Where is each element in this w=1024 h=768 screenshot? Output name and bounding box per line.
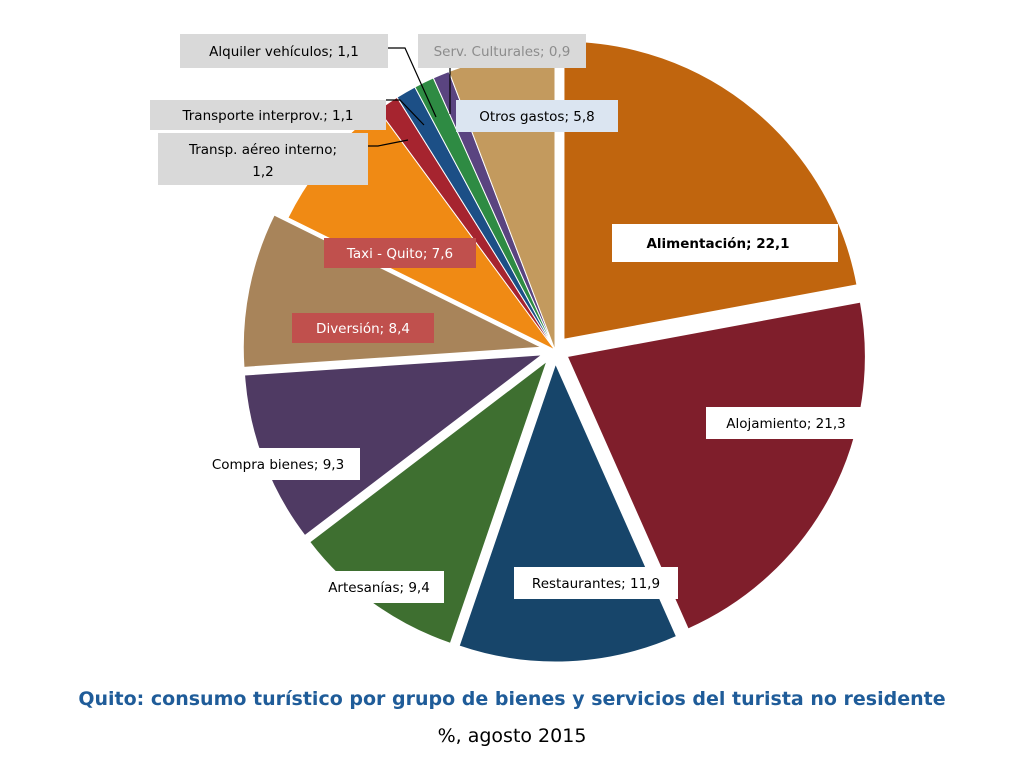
data-label-compra-bienes: Compra bienes; 9,3 — [196, 448, 360, 480]
leader-line-transp-aereo-interno — [368, 139, 409, 147]
chart-title: Quito: consumo turístico por grupo de bi… — [78, 688, 946, 710]
label-text: Otros gastos; 5,8 — [479, 109, 595, 125]
label-text: Transp. aéreo interno; 1,2 — [188, 142, 337, 180]
pie-slice-alojamiento — [566, 301, 866, 630]
label-box — [418, 34, 586, 68]
label-box — [314, 571, 444, 603]
data-label-otros-gastos: Otros gastos; 5,8 — [456, 100, 618, 132]
label-text: Taxi - Quito; 7,6 — [346, 246, 453, 262]
label-box — [456, 100, 618, 132]
data-label-serv-culturales: Serv. Culturales; 0,9 — [418, 34, 586, 68]
label-text: Transporte interprov.; 1,1 — [181, 108, 353, 124]
label-text: Serv. Culturales; 0,9 — [434, 44, 571, 60]
label-text: Diversión; 8,4 — [316, 321, 410, 337]
data-label-restaurantes: Restaurantes; 11,9 — [514, 567, 678, 599]
label-box — [612, 224, 838, 262]
label-box — [706, 407, 866, 439]
label-box — [324, 238, 476, 268]
label-box — [514, 567, 678, 599]
label-box — [180, 34, 388, 68]
label-text: Restaurantes; 11,9 — [532, 576, 660, 592]
data-label-transporte-interprov: Transporte interprov.; 1,1 — [150, 100, 386, 130]
label-text: Alimentación; 22,1 — [646, 236, 789, 252]
leader-line-alquiler-vehiculos — [388, 47, 437, 118]
label-text: Alojamiento; 21,3 — [726, 416, 845, 432]
leader-line-transporte-interprov — [386, 99, 425, 126]
label-text: Alquiler vehículos; 1,1 — [209, 44, 359, 60]
data-label-taxi-quito: Taxi - Quito; 7,6 — [324, 238, 476, 268]
data-label-alquiler-vehiculos: Alquiler vehículos; 1,1 — [180, 34, 388, 68]
data-label-alojamiento: Alojamiento; 21,3 — [706, 407, 866, 439]
chart-subtitle: %, agosto 2015 — [437, 725, 587, 747]
data-label-alimentacion: Alimentación; 22,1 — [612, 224, 838, 262]
label-box — [150, 100, 386, 130]
data-label-artesanias: Artesanías; 9,4 — [314, 571, 444, 603]
label-text: Compra bienes; 9,3 — [212, 457, 344, 473]
data-label-transp-aereo-interno: Transp. aéreo interno; 1,2 — [158, 133, 368, 185]
pie-chart: Alimentación; 22,1 Alojamiento; 21,3 Resta… — [150, 34, 866, 663]
label-box — [158, 133, 368, 185]
label-box — [292, 313, 434, 343]
label-text: Artesanías; 9,4 — [328, 580, 430, 596]
label-box — [196, 448, 360, 480]
data-label-diversion: Diversión; 8,4 — [292, 313, 434, 343]
pie-slice-alimentacion — [563, 40, 858, 340]
